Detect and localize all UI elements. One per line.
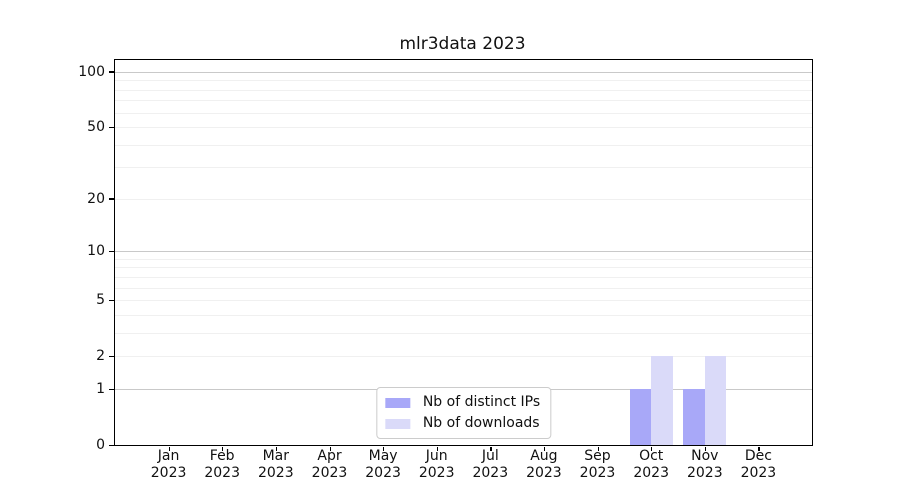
gridline-minor xyxy=(115,276,812,278)
gridline-minor xyxy=(115,100,812,102)
x-tick-label: Sep 2023 xyxy=(579,448,616,481)
gridline-minor xyxy=(115,144,812,146)
gridline-major xyxy=(115,251,812,253)
gridline-minor xyxy=(115,89,812,91)
x-tick-mark xyxy=(704,446,707,451)
x-tick-mark xyxy=(543,446,546,451)
y-tick-label: 2 xyxy=(96,348,105,365)
legend-item-distinct-ips: Nb of distinct IPs xyxy=(384,394,541,411)
bar-downloads-oct xyxy=(651,356,673,445)
legend-label-downloads: Nb of downloads xyxy=(422,415,540,431)
x-tick-label: Jul 2023 xyxy=(472,448,509,481)
x-tick-label: Aug 2023 xyxy=(526,448,562,481)
bar-distinct-ips-nov xyxy=(683,389,705,445)
y-tick-mark xyxy=(109,388,114,390)
legend: Nb of distinct IPs Nb of downloads xyxy=(375,387,552,439)
x-tick-label: Oct 2023 xyxy=(633,448,669,481)
x-tick-mark xyxy=(222,446,224,451)
x-tick-mark xyxy=(597,446,599,451)
x-tick-mark xyxy=(758,446,760,451)
x-tick-label: Jun 2023 xyxy=(418,448,455,481)
gridline-minor xyxy=(115,300,812,302)
y-tick-mark xyxy=(109,250,114,252)
gridline-minor xyxy=(115,167,812,169)
legend-item-downloads: Nb of downloads xyxy=(384,415,540,432)
x-tick-mark xyxy=(275,446,278,451)
bar-distinct-ips-oct xyxy=(629,389,652,445)
x-tick-label: Jan 2023 xyxy=(150,448,187,481)
gridline-minor xyxy=(115,332,812,334)
y-tick-label: 20 xyxy=(87,190,105,207)
y-tick-mark xyxy=(109,198,114,200)
bar-downloads-nov xyxy=(704,356,727,445)
x-tick-mark xyxy=(168,446,170,451)
gridline-minor xyxy=(115,314,812,316)
y-tick-mark xyxy=(109,444,114,446)
legend-swatch-distinct-ips xyxy=(384,397,410,408)
y-tick-mark xyxy=(109,71,114,73)
gridline-minor xyxy=(115,80,812,82)
x-tick-label: Feb 2023 xyxy=(204,448,240,481)
x-tick-mark xyxy=(436,446,438,451)
x-tick-label: Apr 2023 xyxy=(311,448,348,481)
x-tick-mark xyxy=(329,446,331,451)
gridline-major xyxy=(115,71,812,73)
chart-title: mlr3data 2023 xyxy=(399,34,526,54)
gridline-minor xyxy=(115,127,812,129)
y-tick-label: 100 xyxy=(78,63,105,80)
gridline-minor xyxy=(115,258,812,260)
y-tick-label: 0 xyxy=(96,437,105,453)
y-tick-mark xyxy=(109,126,114,128)
x-tick-label: Nov 2023 xyxy=(686,448,723,481)
y-tick-mark xyxy=(109,355,114,357)
legend-swatch-downloads xyxy=(384,418,410,429)
gridline-minor xyxy=(115,267,812,269)
x-tick-mark xyxy=(383,446,385,451)
x-tick-mark xyxy=(651,446,653,451)
y-tick-label: 1 xyxy=(96,381,105,397)
gridline-minor xyxy=(115,287,812,289)
x-tick-label: May 2023 xyxy=(365,448,401,481)
x-tick-label: Mar 2023 xyxy=(257,448,294,481)
y-tick-mark xyxy=(109,299,114,301)
gridline-minor xyxy=(115,198,812,200)
legend-label-distinct-ips: Nb of distinct IPs xyxy=(422,394,541,410)
y-tick-label: 5 xyxy=(96,292,105,309)
plot-area: Nb of distinct IPs Nb of downloads xyxy=(109,59,813,451)
x-tick-mark xyxy=(490,446,492,451)
gridline-minor xyxy=(115,112,812,114)
y-tick-label: 50 xyxy=(87,119,105,136)
y-tick-label: 10 xyxy=(87,243,105,260)
x-tick-label: Dec 2023 xyxy=(740,448,777,481)
